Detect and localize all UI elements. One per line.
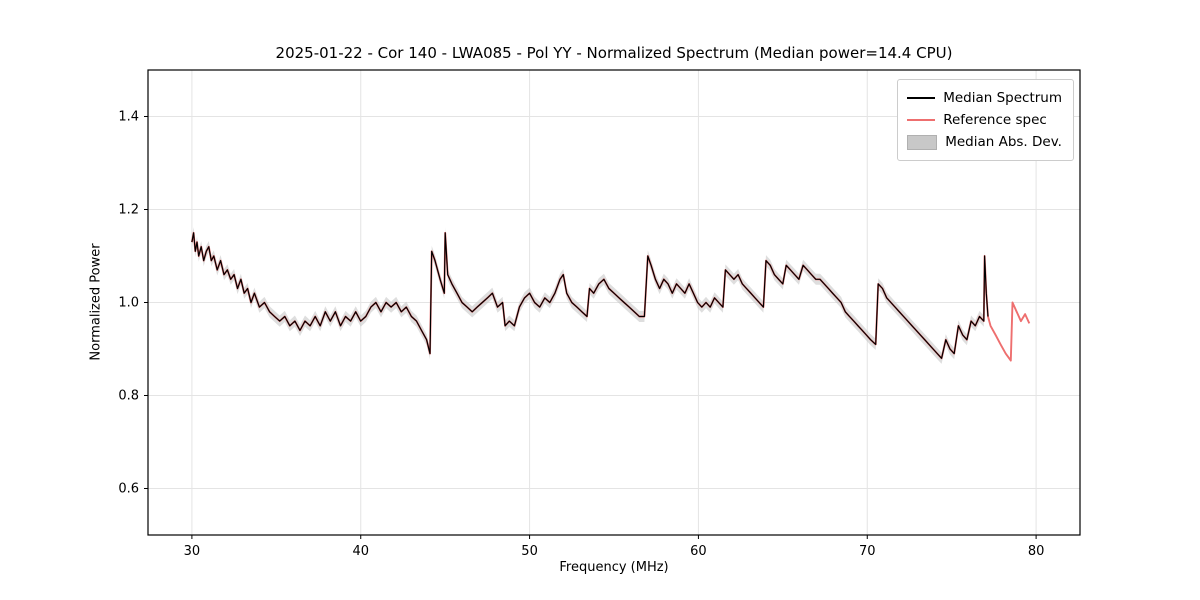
legend-label-reference: Reference spec <box>943 112 1047 128</box>
y-tick-label: 1.2 <box>118 202 139 217</box>
x-tick-label: 70 <box>858 544 876 559</box>
x-axis-label: Frequency (MHz) <box>559 560 669 575</box>
legend-item-median: Median Spectrum <box>907 87 1062 109</box>
reference-line-swatch <box>907 119 936 121</box>
x-tick-label: 50 <box>521 544 538 559</box>
legend-label-mad: Median Abs. Dev. <box>945 134 1062 150</box>
x-tick-label: 30 <box>183 544 201 559</box>
y-tick-label: 1.0 <box>118 295 139 310</box>
y-tick-label: 0.6 <box>118 481 139 496</box>
legend: Median Spectrum Reference spec Median Ab… <box>897 79 1074 161</box>
x-tick-label: 80 <box>1027 544 1045 559</box>
x-tick-label: 40 <box>352 544 370 559</box>
chart-title: 2025-01-22 - Cor 140 - LWA085 - Pol YY -… <box>275 44 953 62</box>
y-tick-label: 1.4 <box>118 109 139 124</box>
legend-item-reference: Reference spec <box>907 109 1062 131</box>
legend-label-median: Median Spectrum <box>943 90 1062 106</box>
mad-patch-swatch <box>907 134 938 150</box>
y-tick-label: 0.8 <box>118 388 139 403</box>
x-tick-label: 60 <box>690 544 707 559</box>
median-line-swatch <box>907 97 936 99</box>
legend-item-mad: Median Abs. Dev. <box>907 131 1062 153</box>
y-axis-label: Normalized Power <box>88 243 104 361</box>
